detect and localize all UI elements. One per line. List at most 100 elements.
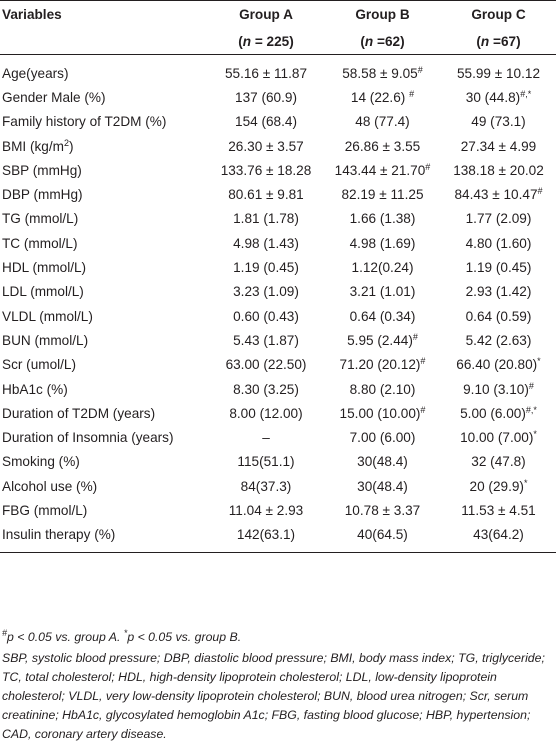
row-label: LDL (mmol/L)	[2, 284, 84, 300]
cell-group-a: 63.00 (22.50)	[225, 357, 307, 373]
row-label: Alcohol use (%)	[2, 478, 98, 494]
table-row: BUN (mmol/L) 5.43 (1.87) 5.95 (2.44)# 5.42 …	[0, 328, 556, 352]
cell-group-c: 43(64.2)	[441, 522, 556, 553]
table-header: Variables Group A Group B Group C (n = 2…	[0, 0, 556, 55]
cell-group-c: 1.77 (2.09)	[465, 211, 532, 227]
cell-group-b: 3.21 (1.01)	[349, 284, 416, 300]
cell-group-b: 71.20 (20.12)#	[339, 356, 426, 373]
table-row: SBP (mmHg) 133.76 ± 18.28 143.44 ± 21.70# 1…	[0, 158, 556, 182]
cell-group-c: 0.64 (0.59)	[465, 308, 532, 324]
row-label: Insulin therapy (%)	[0, 522, 208, 553]
cell-group-c: 1.19 (0.45)	[465, 260, 532, 276]
table-row: Insulin therapy (%) 142(63.1) 40(64.5) 43(6…	[0, 522, 556, 553]
cell-group-c: 30 (44.8)#,*	[465, 88, 532, 105]
cell-group-b: 1.12(0.24)	[351, 260, 414, 276]
row-label: BUN (mmol/L)	[2, 332, 89, 348]
cell-group-a: 11.04 ± 2.93	[228, 502, 304, 518]
cell-group-a: 142(63.1)	[208, 522, 324, 553]
table-row: Gender Male (%) 137 (60.9) 14 (22.6) # 30 (…	[0, 85, 556, 109]
row-label: Scr (umol/L)	[2, 357, 77, 373]
cell-group-b: 4.98 (1.69)	[349, 235, 416, 251]
table-row: Alcohol use (%) 84(37.3) 30(48.4) 20 (29.9)…	[0, 474, 556, 498]
cell-group-a: 137 (60.9)	[235, 89, 297, 105]
cell-group-c: 2.93 (1.42)	[465, 284, 532, 300]
cell-group-a: 8.00 (12.00)	[229, 405, 303, 421]
table-footnotes: #p < 0.05 vs. group A. *p < 0.05 vs. gro…	[2, 628, 554, 744]
cell-group-a: 1.81 (1.78)	[233, 211, 299, 227]
characteristics-table: Variables Group A Group B Group C (n = 2…	[0, 0, 556, 553]
cell-group-c: 32 (47.8)	[471, 454, 526, 470]
cell-group-b: 143.44 ± 21.70#	[334, 161, 431, 178]
cell-group-c: 10.00 (7.00)*	[460, 429, 537, 446]
cell-group-c: 5.42 (2.63)	[465, 332, 532, 348]
table-row: Age(years) 55.16 ± 11.87 58.58 ± 9.05# 55.9…	[0, 55, 556, 86]
cell-group-c: 4.80 (1.60)	[465, 235, 532, 251]
cell-group-b: 58.58 ± 9.05#	[342, 64, 423, 81]
cell-group-b: 26.86 ± 3.55	[344, 138, 421, 154]
cell-group-c: 138.18 ± 20.02	[453, 162, 544, 178]
header-group-c: Group C	[441, 0, 556, 28]
cell-group-a: 1.19 (0.45)	[233, 260, 299, 276]
table-row: Duration of Insomnia (years) – 7.00 (6.00)…	[0, 425, 556, 449]
header-n-group-a: (n = 225)	[208, 28, 324, 55]
cell-group-a: 115(51.1)	[237, 454, 295, 470]
cell-group-a: 154 (68.4)	[235, 114, 297, 130]
table-row: Smoking (%) 115(51.1) 30(48.4) 32 (47.8)	[0, 450, 556, 474]
cell-group-b: 10.78 ± 3.37	[344, 502, 421, 518]
table-row: LDL (mmol/L) 3.23 (1.09) 3.21 (1.01) 2.93 (…	[0, 280, 556, 304]
table-row: TG (mmol/L) 1.81 (1.78) 1.66 (1.38) 1.77 (2…	[0, 207, 556, 231]
cell-group-b: 48 (77.4)	[355, 114, 410, 130]
cell-group-a: 133.76 ± 18.28	[220, 162, 312, 178]
table-row: HDL (mmol/L) 1.19 (0.45) 1.12(0.24) 1.19 (0…	[0, 255, 556, 279]
cell-group-a: 4.98 (1.43)	[233, 235, 299, 251]
cell-group-a: –	[262, 430, 270, 446]
cell-group-a: 0.60 (0.43)	[233, 308, 299, 324]
cell-group-a: 3.23 (1.09)	[233, 284, 299, 300]
table-row: DBP (mmHg) 80.61 ± 9.81 82.19 ± 11.25 84.43…	[0, 182, 556, 206]
cell-group-b: 14 (22.6) #	[350, 88, 415, 105]
cell-group-c: 66.40 (20.80)*	[456, 356, 541, 373]
abbreviations-note: SBP, systolic blood pressure; DBP, diast…	[2, 651, 545, 741]
row-label: FBG (mmol/L)	[2, 502, 88, 518]
header-group-a: Group A	[208, 0, 324, 28]
table-row: Scr (umol/L) 63.00 (22.50) 71.20 (20.12)# 6…	[0, 353, 556, 377]
table-row: VLDL (mmol/L) 0.60 (0.43) 0.64 (0.34) 0.64 …	[0, 304, 556, 328]
row-label: HDL (mmol/L)	[2, 260, 87, 276]
row-label: VLDL (mmol/L)	[2, 308, 93, 324]
cell-group-a: 55.16 ± 11.87	[224, 65, 308, 81]
row-label: Duration of Insomnia (years)	[2, 430, 174, 446]
table-row: TC (mmol/L) 4.98 (1.43) 4.98 (1.69) 4.80 (1…	[0, 231, 556, 255]
row-label: DBP (mmHg)	[2, 187, 83, 203]
table-row: Family history of T2DM (%) 154 (68.4) 48 (…	[0, 110, 556, 134]
cell-group-b: 15.00 (10.00)#	[339, 404, 426, 421]
row-label: TG (mmol/L)	[2, 211, 79, 227]
cell-group-a: 5.43 (1.87)	[233, 332, 299, 348]
header-group-b: Group B	[324, 0, 441, 28]
table-row: HbA1c (%) 8.30 (3.25) 8.80 (2.10) 9.10 (3.1…	[0, 377, 556, 401]
row-label: SBP (mmHg)	[2, 162, 82, 178]
row-label: Family history of T2DM (%)	[2, 114, 167, 130]
cell-group-b: 30(48.4)	[357, 478, 408, 494]
cell-group-b: 40(64.5)	[324, 522, 441, 553]
cell-group-b: 8.80 (2.10)	[349, 381, 416, 397]
cell-group-a: 84(37.3)	[240, 478, 292, 494]
row-label: Smoking (%)	[2, 454, 80, 470]
cell-group-b: 7.00 (6.00)	[349, 430, 416, 446]
cell-group-c: 55.99 ± 10.12	[456, 65, 541, 81]
header-variables: Variables	[0, 0, 208, 28]
cell-group-b: 82.19 ± 11.25	[341, 187, 424, 203]
row-label: Gender Male (%)	[2, 89, 106, 105]
row-label: TC (mmol/L)	[2, 235, 78, 251]
cell-group-a: 8.30 (3.25)	[233, 381, 299, 397]
cell-group-c: 27.34 ± 4.99	[460, 138, 537, 154]
row-label: HbA1c (%)	[2, 381, 68, 397]
table-body: Age(years) 55.16 ± 11.87 58.58 ± 9.05# 55.9…	[0, 55, 556, 553]
header-n-group-c: (n =67)	[441, 28, 556, 55]
row-label: Duration of T2DM (years)	[2, 405, 156, 421]
cell-group-c: 84.43 ± 10.47#	[454, 186, 543, 203]
cell-group-a: 26.30 ± 3.57	[228, 138, 304, 154]
cell-group-b: 1.66 (1.38)	[349, 211, 416, 227]
header-n-group-b: (n =62)	[324, 28, 441, 55]
cell-group-c: 11.53 ± 4.51	[461, 502, 536, 518]
